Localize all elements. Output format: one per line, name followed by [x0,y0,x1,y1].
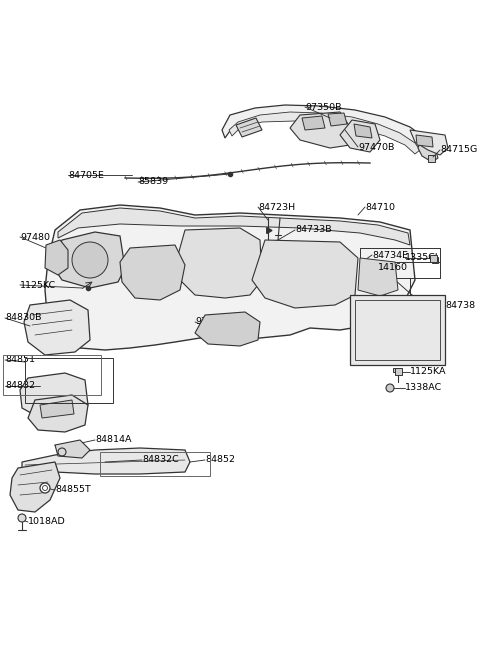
Text: 1335CJ: 1335CJ [405,253,439,262]
Bar [25,358,113,403]
Circle shape [72,242,108,278]
Text: 84715G: 84715G [440,146,477,155]
Text: 84830B: 84830B [5,314,41,323]
Polygon shape [222,105,435,158]
Polygon shape [290,112,352,148]
Polygon shape [20,373,88,418]
Polygon shape [22,448,190,475]
Polygon shape [52,232,125,288]
Polygon shape [328,113,347,126]
Bar [350,295,445,365]
Polygon shape [358,258,398,296]
Text: 97480: 97480 [20,232,50,241]
Polygon shape [229,112,420,154]
Text: 84832: 84832 [5,382,35,390]
Circle shape [18,514,26,522]
Bar [100,452,210,476]
Bar [3,355,101,395]
Text: 97470B: 97470B [358,142,395,152]
Polygon shape [430,255,437,262]
Polygon shape [45,240,68,275]
Polygon shape [195,312,260,346]
Polygon shape [410,130,448,155]
Text: 84723H: 84723H [258,203,295,211]
Circle shape [40,483,50,493]
Polygon shape [395,368,402,375]
Text: 1125KA: 1125KA [410,367,446,377]
Text: 84832C: 84832C [142,455,179,464]
Text: 1338AC: 1338AC [405,384,442,392]
Text: 1125KC: 1125KC [20,281,56,289]
Polygon shape [24,300,90,355]
Text: 84738: 84738 [445,300,475,310]
Text: 84852: 84852 [205,455,235,464]
Polygon shape [252,240,358,308]
Polygon shape [416,135,433,147]
Polygon shape [178,228,262,298]
Polygon shape [28,395,88,432]
Polygon shape [120,245,185,300]
Text: 84851: 84851 [5,356,35,365]
Text: 97350B: 97350B [305,102,341,112]
Polygon shape [58,208,410,245]
Polygon shape [236,118,262,137]
Polygon shape [302,116,325,130]
Polygon shape [418,142,438,162]
Polygon shape [354,124,372,138]
Circle shape [386,384,394,392]
Text: 84733B: 84733B [295,226,332,234]
Text: 14160: 14160 [378,264,408,272]
Text: 85839: 85839 [138,178,168,186]
Text: 97490: 97490 [195,318,225,327]
Polygon shape [10,462,60,512]
Polygon shape [55,440,90,458]
Text: 1018AD: 1018AD [28,518,66,527]
Text: 84705E: 84705E [68,171,104,180]
Polygon shape [340,120,380,152]
Polygon shape [45,205,415,350]
Text: 84734E: 84734E [372,251,408,260]
Polygon shape [40,400,74,418]
Bar [355,300,440,360]
Text: 84855T: 84855T [55,485,91,495]
Text: 84814A: 84814A [95,436,132,445]
Text: 84710: 84710 [365,203,395,211]
Polygon shape [428,155,435,162]
